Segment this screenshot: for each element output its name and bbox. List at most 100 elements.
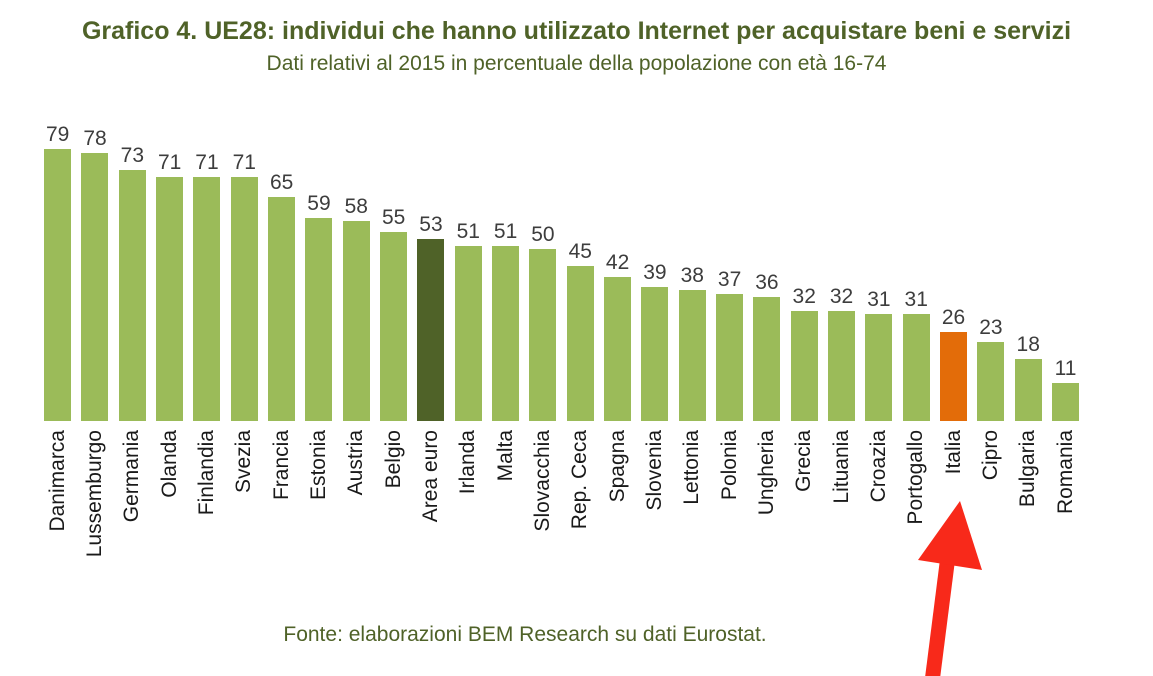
bar (342, 221, 370, 421)
category-label: Olanda (157, 430, 181, 498)
category-label-cell: Spagna (599, 421, 636, 616)
category-label: Lituania (829, 430, 853, 504)
bar-column: 36 (748, 271, 785, 421)
bar-column: 55 (375, 206, 412, 421)
chart-subtitle: Dati relativi al 2015 in percentuale del… (266, 52, 887, 75)
bar (380, 232, 408, 421)
bar (716, 294, 744, 421)
bar-value-label: 71 (157, 151, 182, 174)
category-label-cell: Olanda (151, 421, 188, 616)
bar (865, 314, 893, 421)
bar-value-label: 23 (979, 316, 1003, 339)
bar-value-label: 45 (568, 240, 592, 263)
category-label: Cipro (978, 430, 1002, 481)
bar-value-label: 37 (717, 268, 742, 291)
bar-value-label: 32 (792, 285, 816, 308)
bar (566, 266, 594, 421)
category-label-cell: Estonia (300, 421, 337, 616)
category-label: Malta (493, 430, 517, 482)
bar (902, 314, 930, 421)
bar-column: 78 (76, 127, 113, 421)
bar-value-label: 31 (904, 288, 928, 311)
bar (678, 290, 706, 421)
bar-value-label: 38 (680, 264, 704, 287)
bar-value-label: 79 (45, 123, 70, 146)
category-label: Estonia (306, 430, 330, 501)
bar-column: 53 (412, 213, 449, 421)
category-label-cell: Francia (263, 421, 300, 616)
category-label-cell: Finlandia (188, 421, 225, 616)
bar (454, 246, 482, 421)
category-label-cell: Portogallo (898, 421, 935, 616)
bar-value-label: 65 (269, 171, 294, 194)
bar-column: 58 (338, 195, 375, 421)
category-label: Portogallo (904, 430, 928, 525)
bar-column: 71 (188, 151, 225, 421)
bar (118, 170, 146, 421)
bar (940, 332, 968, 421)
category-label: Lussemburgo (82, 430, 106, 558)
bar (828, 311, 856, 421)
category-label: Austria (344, 430, 368, 496)
bar-value-label: 50 (531, 223, 555, 246)
bar-column: 11 (1047, 357, 1084, 421)
bar-value-label: 26 (941, 306, 966, 329)
category-label-cell: Croazia (860, 421, 897, 616)
bar-column: 38 (674, 264, 711, 421)
bar-column: 32 (823, 285, 860, 421)
category-label-cell: Romania (1047, 421, 1084, 616)
category-label: Rep. Ceca (568, 430, 592, 530)
bar-value-label: 42 (605, 251, 630, 274)
bar-value-label: 55 (381, 206, 406, 229)
bar-value-label: 71 (195, 151, 219, 174)
bar-column: 39 (636, 261, 673, 421)
category-label: Germania (120, 430, 144, 523)
bar (156, 177, 184, 421)
bar-value-label: 73 (120, 144, 144, 167)
labels-row: Danimarca Lussemburgo Germania Olanda Finlan… (39, 421, 1084, 616)
category-label-cell: Svezia (226, 421, 263, 616)
bar-value-label: 39 (643, 261, 667, 284)
bar-value-label: 18 (1016, 333, 1040, 356)
category-label-cell: Ungheria (748, 421, 785, 616)
bar-value-label: 51 (456, 220, 480, 243)
category-label: Danimarca (45, 430, 69, 532)
bar (81, 153, 109, 421)
bar-value-label: 71 (232, 151, 256, 174)
category-label: Bulgaria (1016, 430, 1040, 508)
bar-column: 18 (1010, 333, 1047, 421)
bar-value-label: 59 (307, 192, 331, 215)
bar-column: 65 (263, 171, 300, 421)
bar-value-label: 31 (867, 288, 891, 311)
category-label: Croazia (866, 430, 890, 503)
category-label-cell: Grecia (786, 421, 823, 616)
bar-value-label: 32 (829, 285, 854, 308)
bar (641, 287, 669, 421)
category-label: Finlandia (194, 430, 218, 516)
category-label-cell: Austria (338, 421, 375, 616)
category-label-cell: Irlanda (450, 421, 487, 616)
category-label: Polonia (717, 430, 741, 501)
category-label-cell: Area euro (412, 421, 449, 616)
category-label-cell: Polonia (711, 421, 748, 616)
category-label-cell: Slovenia (636, 421, 673, 616)
bar (977, 342, 1005, 421)
category-label-cell: Slovacchia (524, 421, 561, 616)
bar (268, 197, 296, 421)
bar-value-label: 11 (1054, 357, 1077, 380)
bar-column: 51 (450, 220, 487, 421)
category-label: Ungheria (754, 430, 778, 516)
bar-column: 26 (935, 306, 972, 421)
category-label: Area euro (418, 430, 442, 523)
bar-column: 37 (711, 268, 748, 421)
bar-value-label: 58 (344, 195, 368, 218)
category-label-cell: Italia (935, 421, 972, 616)
category-label-cell: Lussemburgo (76, 421, 113, 616)
category-label: Spagna (605, 430, 629, 503)
category-label: Belgio (381, 430, 405, 489)
category-label: Francia (269, 430, 293, 501)
bar (1052, 383, 1080, 421)
bar (230, 177, 258, 421)
category-label: Grecia (792, 430, 816, 492)
category-label: Svezia (232, 430, 256, 494)
